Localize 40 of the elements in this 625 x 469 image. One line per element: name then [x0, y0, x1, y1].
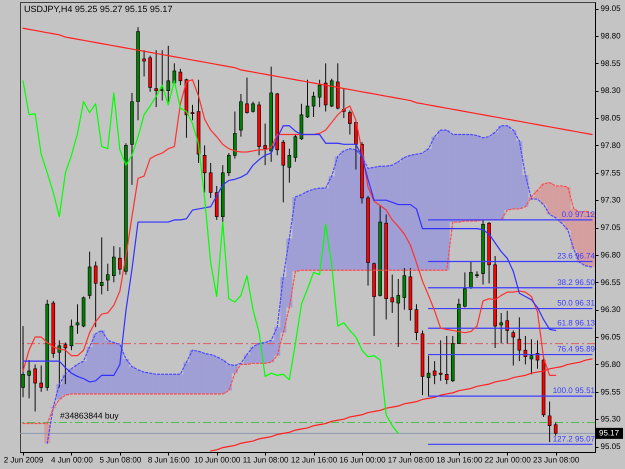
- ref-line-label: #34863844 buy: [60, 410, 120, 420]
- x-tick-label: 22 Jun 00:00: [484, 456, 532, 464]
- y-tick-label: 97.05: [600, 223, 622, 232]
- x-tick-label: 2 Jun 2009: [4, 456, 44, 464]
- y-tick-label: 97.55: [600, 168, 622, 178]
- series-label: 76.4 95.89: [557, 344, 596, 354]
- x-tick-label: 12 Jun 16:00: [290, 456, 338, 464]
- y-tick-label: 95.05: [600, 442, 622, 452]
- y-tick-label: 95.55: [600, 387, 622, 396]
- series-label: 23.6 96.74: [557, 251, 596, 260]
- series-label: 100.0 95.51: [552, 386, 596, 396]
- x-tick-label: 16 Jun 00:00: [339, 456, 386, 464]
- y-tick-label: 98.30: [600, 86, 622, 96]
- y-tick-label: 95.30: [600, 414, 622, 424]
- x-tick-label: 11 Jun 08:00: [242, 456, 290, 464]
- x-tick-label: 23 Jun 08:00: [533, 456, 580, 464]
- y-tick-label: 98.55: [600, 58, 622, 68]
- y-tick-label: 96.80: [600, 250, 622, 260]
- series-label: 50.0 96.31: [557, 298, 596, 308]
- x-tick-label: 5 Jun 08:00: [99, 456, 142, 464]
- y-tick-label: 96.55: [600, 278, 622, 287]
- y-tick-label: 96.30: [600, 305, 622, 314]
- x-tick-label: 8 Jun 16:00: [148, 456, 190, 464]
- x-tick-label: 4 Jun 00:00: [51, 456, 94, 464]
- chart-title: USDJPY,H4 95.25 95.27 95.15 95.17: [24, 4, 172, 14]
- y-tick-label: 97.80: [600, 140, 622, 150]
- x-tick-label: 17 Jun 08:00: [388, 456, 435, 464]
- series-label: 38.2 96.50: [557, 278, 596, 287]
- series-label: 127.2 95.07: [552, 434, 596, 444]
- series-label: 61.8 96.13: [557, 318, 596, 328]
- y-tick-label: 98.05: [600, 114, 622, 123]
- y-tick-label: 96.05: [600, 332, 622, 342]
- ref-line-label: 95.17: [599, 428, 620, 438]
- x-tick-label: 10 Jun 00:00: [194, 456, 241, 464]
- y-tick-label: 95.80: [600, 360, 622, 369]
- series-label: 0.0 97.12: [562, 210, 596, 219]
- y-tick-label: 97.30: [600, 196, 622, 205]
- x-tick-label: 18 Jun 16:00: [436, 456, 483, 464]
- y-tick-label: 98.80: [600, 31, 622, 40]
- y-tick-label: 99.05: [600, 4, 622, 14]
